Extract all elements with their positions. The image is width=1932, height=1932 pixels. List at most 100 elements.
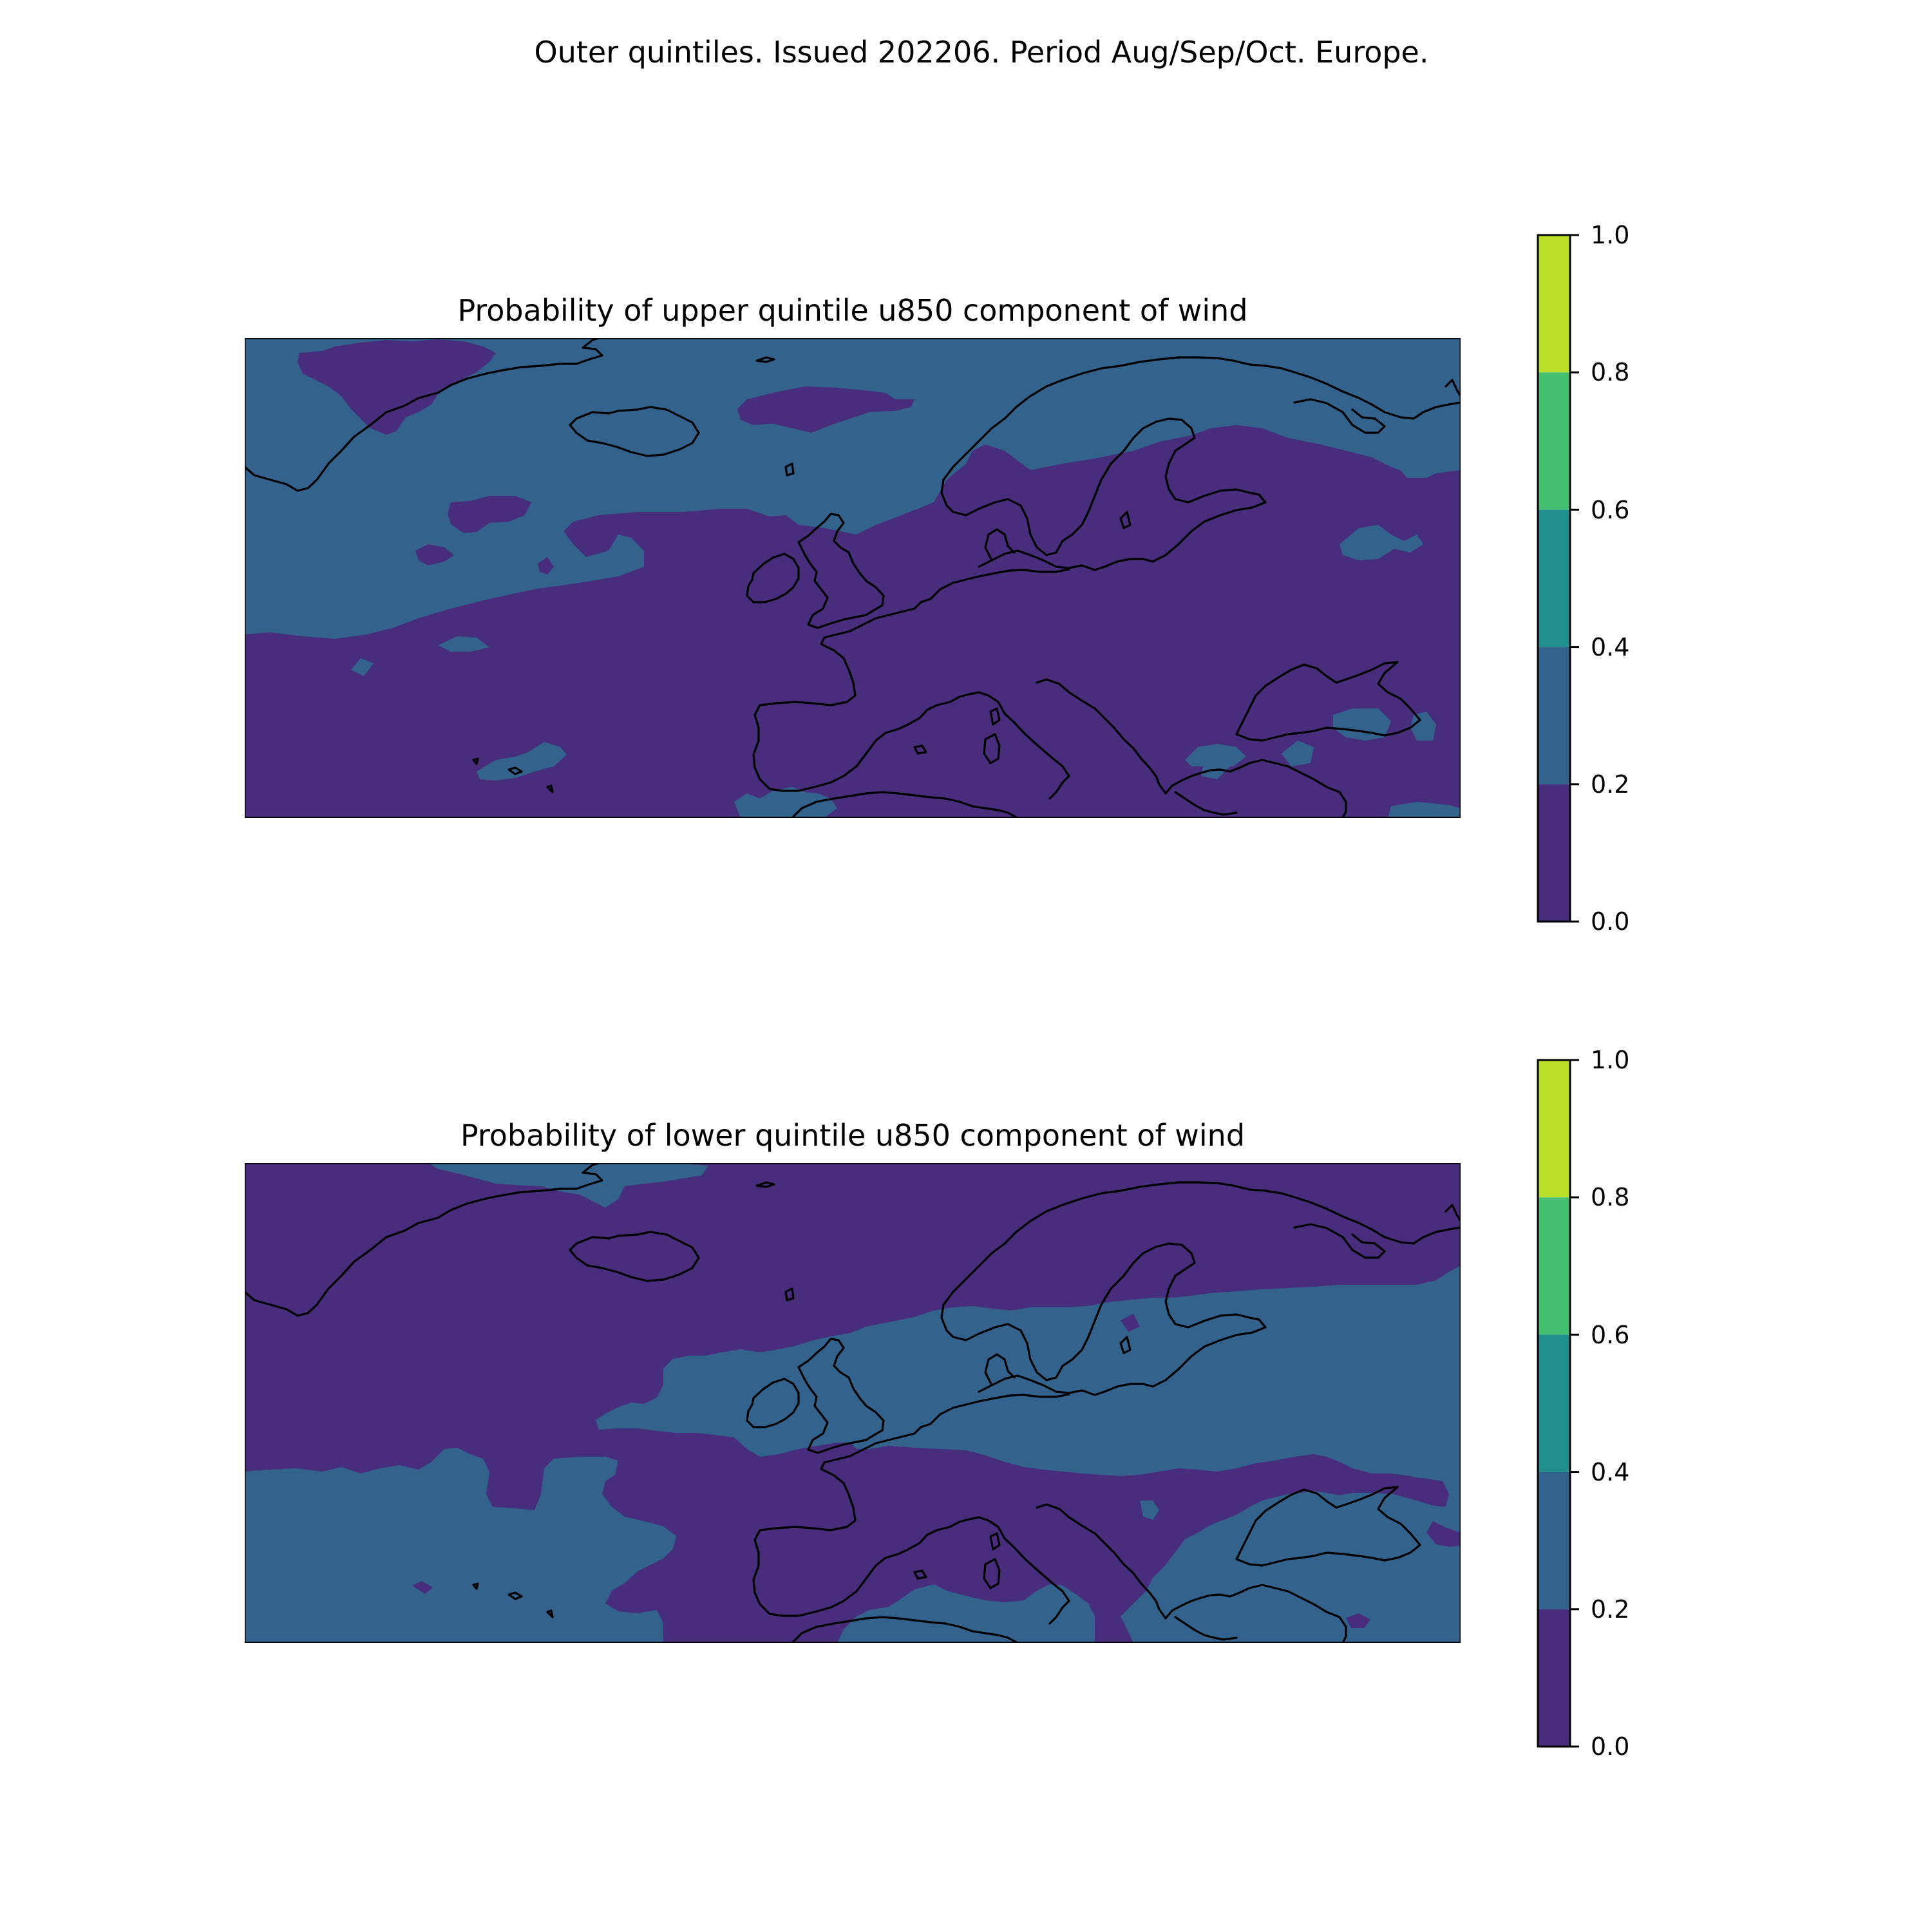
colorbar-ticks: 0.0 0.2 0.4 0.6 0.8 1.0 bbox=[1570, 1046, 1629, 1761]
coastline-faroe bbox=[784, 1287, 795, 1302]
coastline-aegean bbox=[1174, 791, 1238, 816]
coastline-sweden-finland bbox=[1071, 1242, 1267, 1388]
map-fill-0.0-0.2 bbox=[412, 1581, 433, 1594]
coastline-norway-south bbox=[940, 1303, 1074, 1381]
map-fill-0.2-0.4 bbox=[1340, 525, 1423, 560]
coastline-black-sea bbox=[1235, 1486, 1421, 1567]
coastline-kola bbox=[1293, 1223, 1386, 1259]
coastline-gotland bbox=[1119, 511, 1132, 529]
coastline-france-iberia bbox=[752, 601, 951, 792]
colorbar-segment bbox=[1538, 1472, 1570, 1609]
map-fill-0.0-0.2 bbox=[1346, 1613, 1370, 1628]
map-fill-0.2-0.4 bbox=[351, 658, 374, 676]
map-fill-0.2-0.4 bbox=[1282, 741, 1314, 766]
map-fill-0.2-0.4 bbox=[245, 1448, 676, 1643]
coastline-italy bbox=[949, 691, 1070, 800]
map-fill-0.2-0.4 bbox=[1410, 712, 1436, 741]
colorbar-frame bbox=[1537, 1059, 1571, 1748]
colorbar-tick-label: 0.2 bbox=[1591, 1595, 1629, 1624]
coastline-norway-south bbox=[940, 478, 1074, 556]
coastline-france-iberia bbox=[752, 1426, 951, 1617]
colorbar-segment bbox=[1538, 1609, 1570, 1747]
lower-quintile-coastlines bbox=[245, 1163, 1461, 1643]
coastline-corsica bbox=[989, 1532, 1001, 1551]
colorbar-segment bbox=[1538, 509, 1570, 647]
map-fill-0.2-0.4 bbox=[1333, 708, 1391, 741]
map-fill-0.0-0.2 bbox=[538, 557, 554, 574]
map-fill-0.0-0.2 bbox=[298, 339, 496, 435]
colorbar-segment bbox=[1538, 784, 1570, 922]
coastline-faroe bbox=[784, 462, 795, 477]
coastline-adriatic bbox=[1036, 678, 1167, 795]
lower-quintile-map bbox=[245, 1163, 1461, 1643]
map-fill-0.0-0.2 bbox=[415, 544, 454, 565]
lower-quintile-colorbar: 0.0 0.2 0.4 0.6 0.8 1.0 bbox=[1537, 1046, 1629, 1761]
coastline-great-britain bbox=[797, 1338, 885, 1454]
map-fill-0.0-0.2 bbox=[660, 1497, 676, 1513]
coastline-ireland bbox=[746, 553, 800, 603]
map-fill-0.0-0.2 bbox=[737, 386, 914, 433]
coastline-denmark bbox=[984, 1353, 1016, 1387]
lower-quintile-panel-title: Probability of lower quintile u850 compo… bbox=[460, 1118, 1245, 1153]
colorbar-ticks: 0.0 0.2 0.4 0.6 0.8 1.0 bbox=[1570, 221, 1629, 936]
coastline-denmark bbox=[984, 528, 1016, 562]
upper-quintile-panel: Probability of upper quintile u850 compo… bbox=[245, 221, 1629, 936]
colorbar-tick-label: 1.0 bbox=[1591, 221, 1629, 249]
coastline-greenland bbox=[245, 338, 603, 492]
map-fill-0.2-0.4 bbox=[1397, 460, 1443, 478]
coastline-kola bbox=[1293, 398, 1386, 434]
map-fill-0.2-0.4 bbox=[1388, 802, 1461, 818]
upper-quintile-coastlines bbox=[245, 338, 1461, 818]
coastline-corsica bbox=[989, 707, 1001, 726]
colorbar-tick-label: 0.8 bbox=[1591, 358, 1629, 386]
coastline-sardinia bbox=[983, 733, 1001, 764]
map-fill-0.0-0.2 bbox=[1385, 1478, 1449, 1507]
coastline-greece-turkey bbox=[1164, 1584, 1347, 1643]
map-fill-0.2-0.4 bbox=[1201, 753, 1230, 779]
map-fill-0.2-0.4 bbox=[734, 787, 837, 818]
colorbar-tick-label: 0.4 bbox=[1591, 1458, 1629, 1486]
coastline-north-africa bbox=[791, 791, 1019, 818]
colorbar-segment bbox=[1538, 1197, 1570, 1335]
coastline-small-islands bbox=[472, 356, 1461, 793]
map-fill-0.2-0.4 bbox=[596, 1265, 1461, 1510]
coastline-scandinavia bbox=[942, 356, 1461, 481]
colorbar-segment bbox=[1538, 1334, 1570, 1472]
map-fill-0.2-0.4 bbox=[438, 636, 489, 652]
coastline-iceland bbox=[569, 1231, 700, 1282]
upper-quintile-panel-title: Probability of upper quintile u850 compo… bbox=[457, 293, 1247, 328]
coastline-greenland bbox=[245, 1163, 603, 1317]
map-fill-0.0-0.2 bbox=[1121, 1314, 1140, 1332]
colorbar-segment bbox=[1538, 235, 1570, 373]
colorbar-tick-label: 0.6 bbox=[1591, 496, 1629, 524]
colorbar-segments bbox=[1538, 1060, 1570, 1747]
map-fill-0.2-0.4 bbox=[1140, 1501, 1159, 1520]
map-fill-0.0-0.2 bbox=[245, 425, 1461, 818]
map-fill-0.0-0.2 bbox=[448, 496, 531, 533]
colorbar-tick-label: 1.0 bbox=[1591, 1046, 1629, 1074]
map-fill-0.2-0.4 bbox=[1185, 744, 1246, 766]
map-fill-0.2-0.4 bbox=[837, 1584, 1095, 1643]
colorbar-segments bbox=[1538, 235, 1570, 922]
coastline-italy bbox=[949, 1516, 1070, 1625]
coastline-adriatic bbox=[1036, 1503, 1167, 1620]
lower-quintile-panel: Probability of lower quintile u850 compo… bbox=[245, 1046, 1629, 1761]
coastline-aegean bbox=[1174, 1616, 1238, 1641]
coastline-baltic bbox=[978, 549, 1154, 571]
colorbar-tick-label: 0.0 bbox=[1591, 1732, 1629, 1761]
colorbar-frame bbox=[1537, 234, 1571, 923]
coastline-scandinavia bbox=[942, 1181, 1461, 1306]
figure-title: Outer quintiles. Issued 202206. Period A… bbox=[535, 35, 1429, 70]
coastline-north-africa bbox=[791, 1616, 1019, 1643]
map-fill-0.2-0.4 bbox=[1121, 1491, 1461, 1643]
colorbar-tick-label: 0.2 bbox=[1591, 770, 1629, 799]
coastline-baltic bbox=[978, 1374, 1154, 1396]
coastline-ireland bbox=[746, 1378, 800, 1428]
colorbar-tick-label: 0.8 bbox=[1591, 1183, 1629, 1211]
coastline-greece-turkey bbox=[1164, 759, 1347, 818]
coastline-sweden-finland bbox=[1071, 417, 1267, 563]
upper-quintile-colorbar: 0.0 0.2 0.4 0.6 0.8 1.0 bbox=[1537, 221, 1629, 936]
coastline-continent-west bbox=[920, 568, 1070, 603]
coastline-black-sea bbox=[1235, 661, 1421, 742]
